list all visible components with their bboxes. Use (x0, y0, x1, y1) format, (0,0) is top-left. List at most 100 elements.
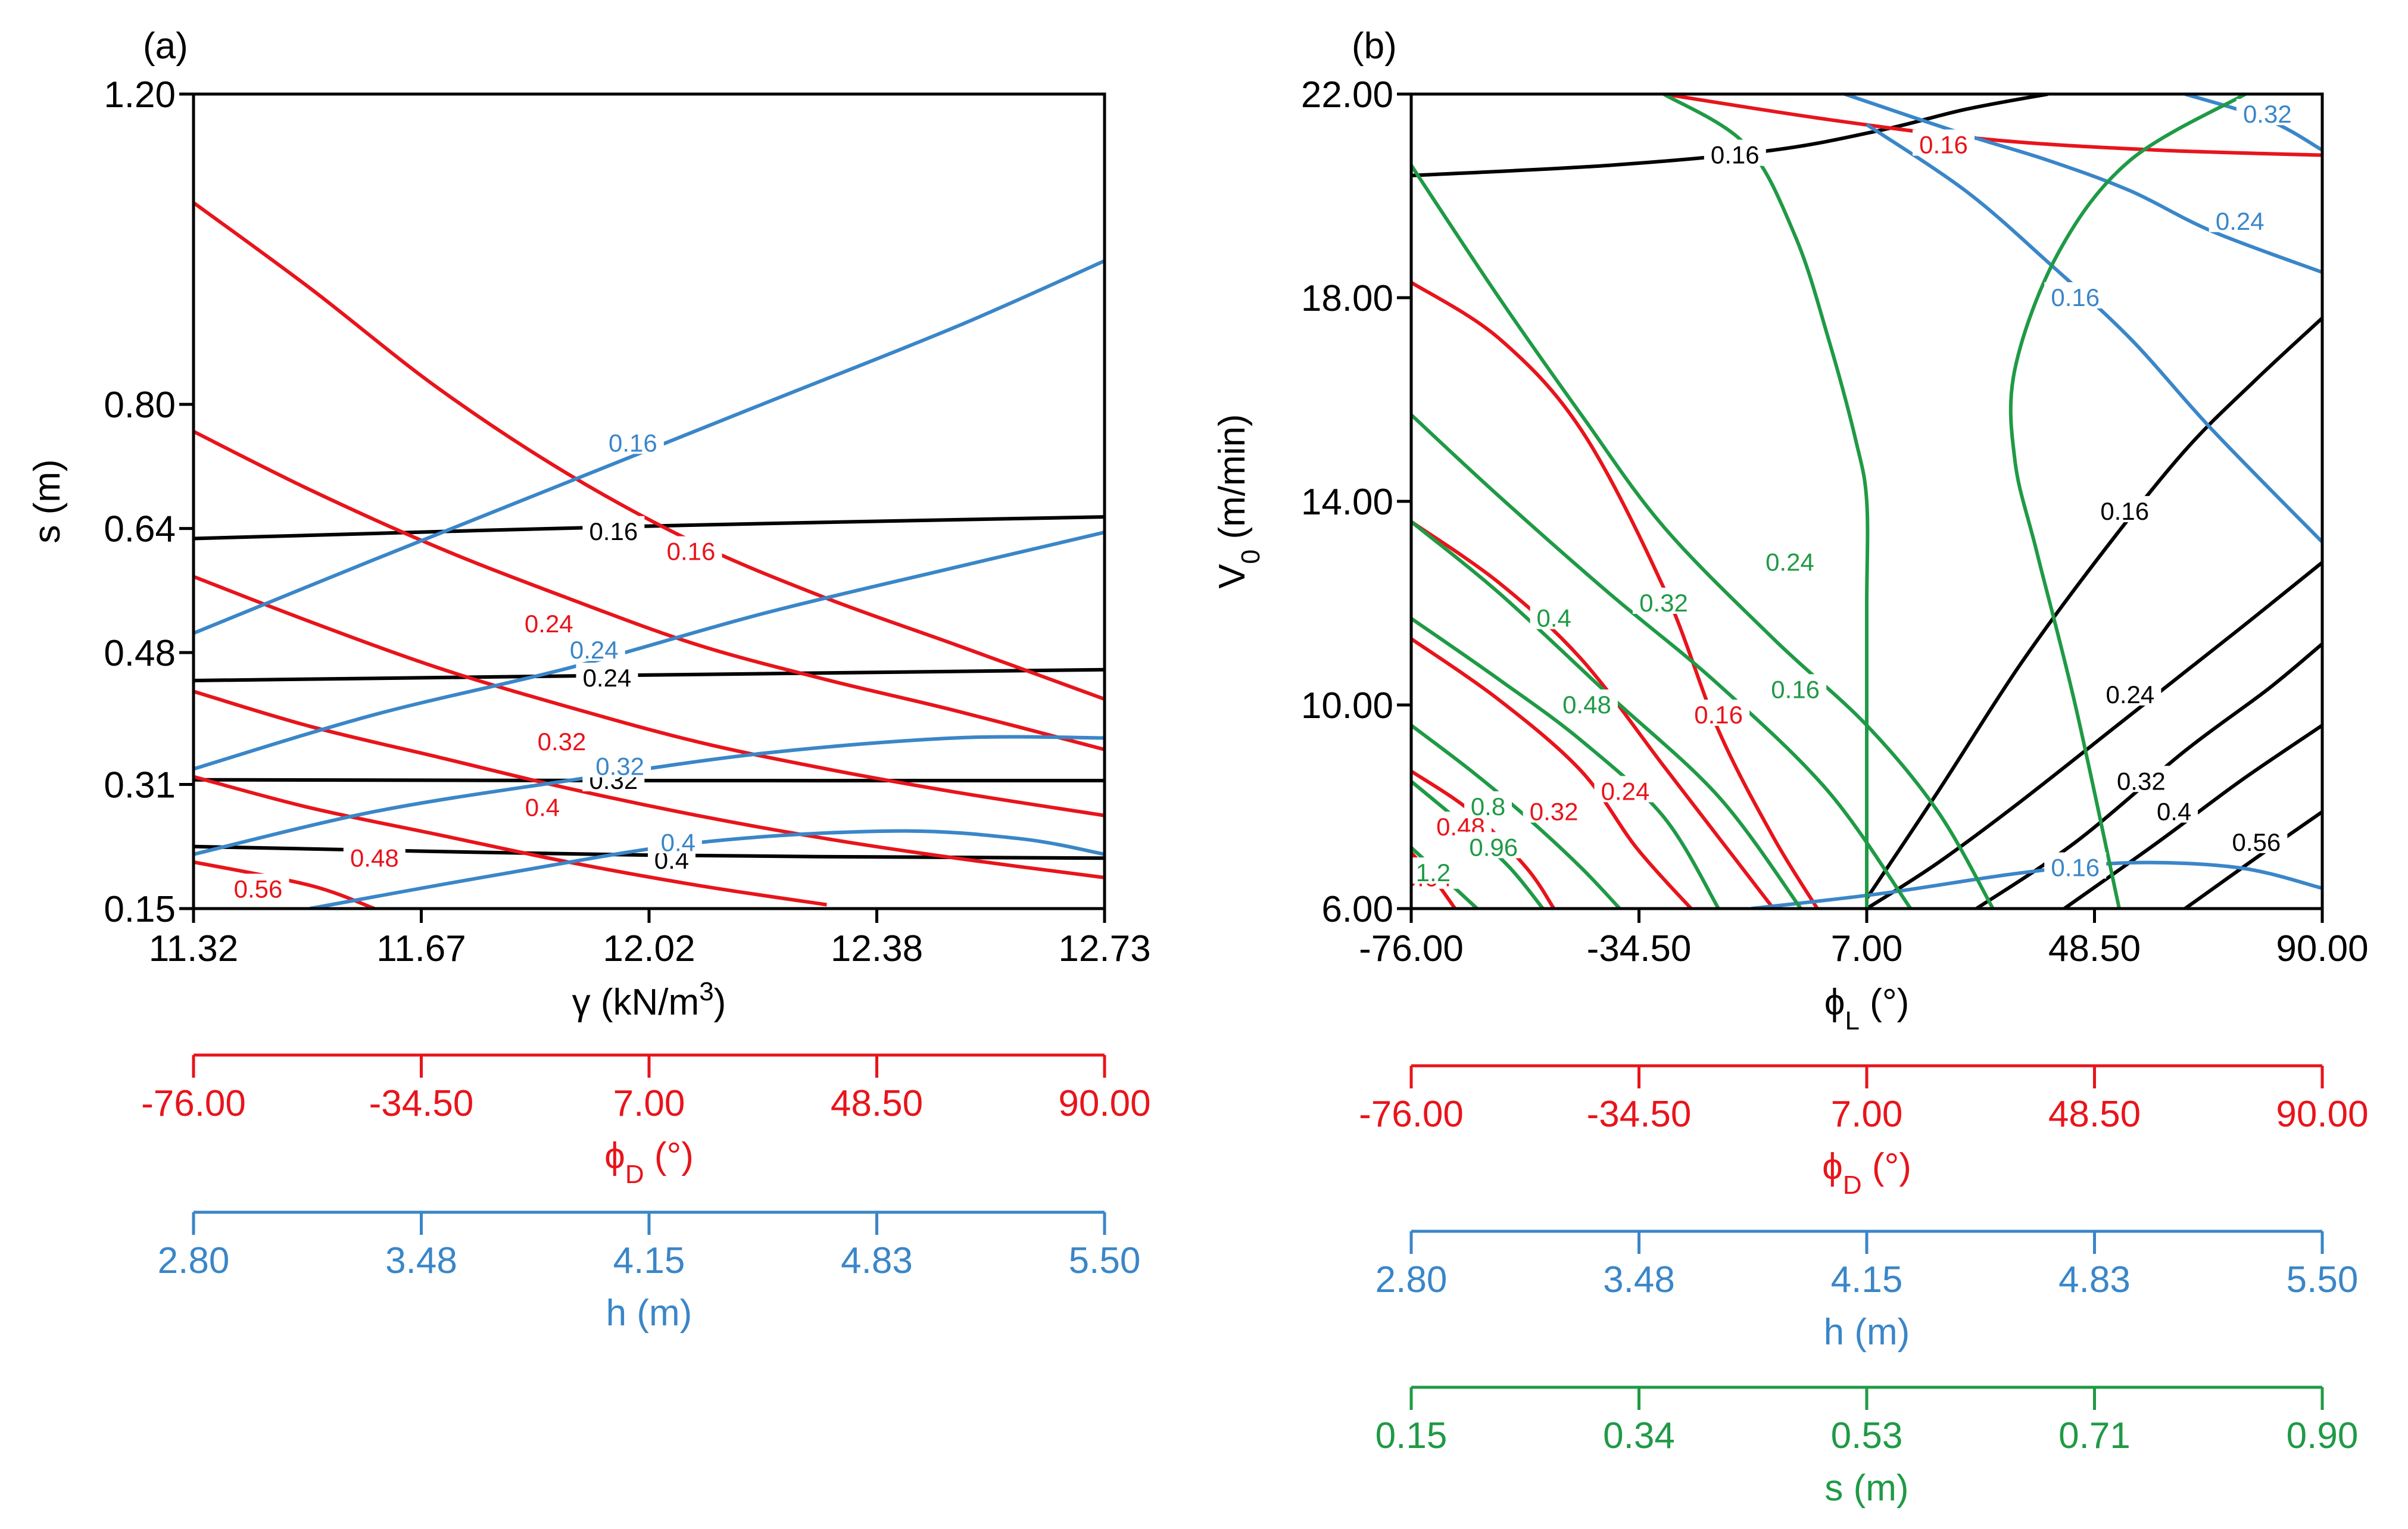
contour-line-blue-11 (194, 531, 1105, 771)
contour-label-black: 0.16 (1711, 141, 1760, 169)
secondary-axis-tick-label: 7.00 (613, 1083, 685, 1124)
contour-label-bg (2225, 826, 2288, 853)
contour-label-red: 0.24 (1601, 777, 1650, 805)
contour-label-bg (589, 751, 651, 778)
contour-label-blue: 0.24 (570, 636, 619, 664)
contour-label-red: 0.4 (525, 794, 560, 822)
secondary-axis-tick-label: 2.80 (1375, 1259, 1448, 1300)
contour-line-red-7 (1411, 280, 1819, 909)
secondary-axis-tick-label: 48.50 (831, 1083, 923, 1124)
contour-label-bg (563, 635, 625, 661)
contour-label-green: 0.16 (1771, 675, 1820, 703)
y-tick-label: 18.00 (1301, 278, 1393, 319)
y-tick-label: 0.15 (104, 889, 176, 930)
contour-label-blue: 0.32 (595, 753, 644, 781)
contour-line-green-17 (2008, 94, 2247, 909)
contour-line-black-2 (194, 778, 1105, 783)
contour-line-red-9 (194, 860, 375, 909)
secondary-axis-label: ϕD (°) (604, 1135, 694, 1189)
secondary-axis-tick-label: 0.15 (1375, 1415, 1448, 1456)
secondary-axis-tick-label: 4.83 (2058, 1259, 2131, 1300)
secondary-axis-tick-label: 0.90 (2287, 1415, 2359, 1456)
contour-label-bg (2099, 679, 2161, 706)
x-tick-label: 90.00 (2276, 928, 2368, 969)
contour-label-bg (2150, 796, 2198, 823)
contour-label-bg (1764, 674, 1827, 701)
contour-label-bg (517, 608, 580, 635)
contour-label-green: 0.48 (1562, 691, 1611, 719)
contour-label-blue: 0.16 (2051, 283, 2100, 311)
secondary-axis-label: h (m) (606, 1293, 693, 1334)
contour-line-blue-13 (1844, 94, 2322, 274)
secondary-axis-tick-label: 90.00 (1058, 1083, 1150, 1124)
contour-label-bg (2094, 496, 2156, 523)
contour-label-black: 0.56 (2232, 828, 2281, 856)
secondary-axis-tick-label: 5.50 (1069, 1240, 1141, 1281)
secondary-axis-tick-label: 0.34 (1603, 1415, 1675, 1456)
contour-line-blue-12 (194, 735, 1105, 856)
contour-line-green-19 (1411, 413, 1913, 909)
secondary-axis-tick-label: 4.15 (613, 1240, 685, 1281)
secondary-axis-label-tail: (°) (1862, 1146, 1911, 1187)
x-tick-label: 48.50 (2048, 928, 2141, 969)
contour-line-red-8 (194, 775, 827, 907)
contour-line-black-3 (194, 844, 1105, 860)
contour-line-black-2 (1866, 561, 2322, 909)
secondary-axis-tick-label: -34.50 (369, 1083, 474, 1124)
secondary-axis-tick-label: 7.00 (1831, 1094, 1903, 1135)
contour-label-bg (1523, 796, 1585, 823)
secondary-axis-label-sub: D (1843, 1171, 1862, 1200)
contour-label-blue: 0.16 (2051, 854, 2100, 882)
panel-b-chart: 0.16 0.16 0.24 0.32 0.4 0.56 0.16 0.16 0.24 0.32 0… (1212, 26, 2369, 1509)
contour-label-bg (1632, 588, 1695, 614)
secondary-axis-tick-label: 0.71 (2058, 1415, 2131, 1456)
contour-label-bg (1462, 832, 1525, 859)
contour-line-black-0 (1411, 94, 2048, 177)
contour-lines: 0.16 0.16 0.24 0.32 0.4 0.56 0.16 0.16 0.24 0.32 0… (1411, 94, 2322, 909)
panel-label: (b) (1352, 26, 1397, 67)
contour-line-green-18 (1411, 164, 1995, 909)
secondary-axis-label-main: ϕ (1822, 1146, 1843, 1187)
contour-label-bg (654, 827, 702, 854)
contour-label-bg (2236, 99, 2298, 126)
y-axis-label: s (m) (27, 459, 68, 543)
contour-line-red-7 (194, 689, 1105, 879)
secondary-axis-tick-label: 90.00 (2276, 1094, 2368, 1135)
contour-line-black-0 (194, 515, 1105, 541)
contour-label-bg (531, 726, 593, 753)
contour-label-blue: 0.24 (2216, 207, 2264, 235)
contour-label-green: 0.8 (1471, 792, 1505, 820)
secondary-axis-tick-label: -76.00 (141, 1083, 246, 1124)
contour-label-blue: 0.32 (2243, 100, 2292, 128)
contour-label-red: 0.16 (667, 538, 716, 566)
contour-label-blue: 0.4 (661, 828, 695, 856)
contour-label-green: 0.32 (1639, 589, 1688, 617)
y-axis-label-tail: (m/min) (1212, 414, 1253, 549)
contour-label-bg (1530, 603, 1578, 629)
contour-line-black-1 (194, 667, 1105, 682)
secondary-axis-label: s (m) (1824, 1468, 1908, 1509)
contour-label-black: 0.24 (583, 664, 632, 692)
contour-label-black: 0.4 (2157, 798, 2191, 826)
contour-label-bg (601, 428, 664, 454)
secondary-axis-red: -76.00 -34.50 7.00 48.50 90.00 ϕD (°) (1359, 1064, 2369, 1200)
secondary-axis-label: ϕD (°) (1822, 1146, 1911, 1200)
x-tick-label: -34.50 (1587, 928, 1692, 969)
secondary-axis-label-tail: (°) (644, 1135, 694, 1177)
contour-label-red: 0.24 (525, 610, 573, 638)
panel-label: (a) (143, 26, 188, 67)
contour-label-bg (660, 536, 722, 563)
y-axis-label-group: s (m) (27, 459, 68, 543)
x-tick-label: 7.00 (1831, 928, 1903, 969)
secondary-axis-tick-label: 4.15 (1831, 1259, 1903, 1300)
contour-label-blue: 0.16 (609, 429, 657, 457)
secondary-axis-tick-label: 3.48 (385, 1240, 457, 1281)
x-tick-label: 12.38 (831, 928, 923, 969)
secondary-axis-tick-label: 4.83 (841, 1240, 913, 1281)
contour-label-bg (2044, 852, 2107, 879)
x-axis-label: γ (kN/m3) (572, 977, 726, 1024)
y-axis-label: V0 (m/min) (1212, 414, 1265, 588)
contour-label-bg (343, 842, 406, 869)
contour-label-bg (1555, 689, 1618, 716)
